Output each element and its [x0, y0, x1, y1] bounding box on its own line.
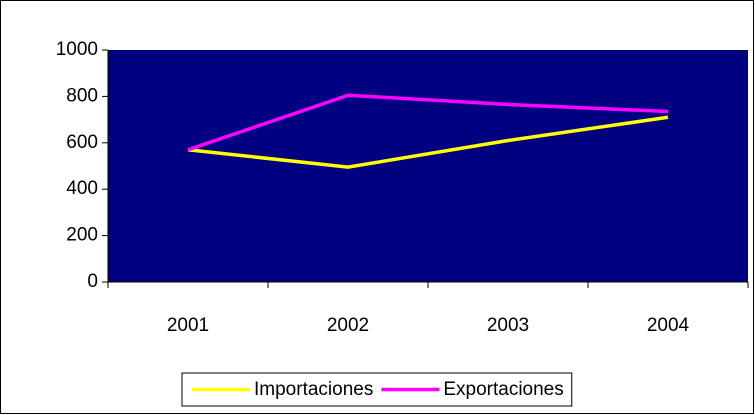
- x-tick-label: 2001: [167, 315, 209, 336]
- y-tick-label: 1000: [56, 39, 98, 60]
- x-tick-label: 2002: [327, 315, 369, 336]
- x-tick-label: 2003: [487, 315, 529, 336]
- y-tick-label: 0: [87, 271, 98, 292]
- series-line: [187, 93, 669, 152]
- series-line: [187, 115, 669, 169]
- y-tick-label: 800: [66, 85, 98, 106]
- y-tick-label: 200: [66, 225, 98, 246]
- plot-area: [108, 50, 748, 282]
- x-tick-label: 2004: [647, 315, 690, 336]
- legend-label: Exportaciones: [443, 379, 563, 400]
- legend-label: Importaciones: [254, 379, 373, 400]
- y-tick-label: 400: [66, 178, 98, 199]
- y-tick-label: 600: [66, 132, 98, 153]
- legend: Importaciones Exportaciones: [181, 372, 573, 407]
